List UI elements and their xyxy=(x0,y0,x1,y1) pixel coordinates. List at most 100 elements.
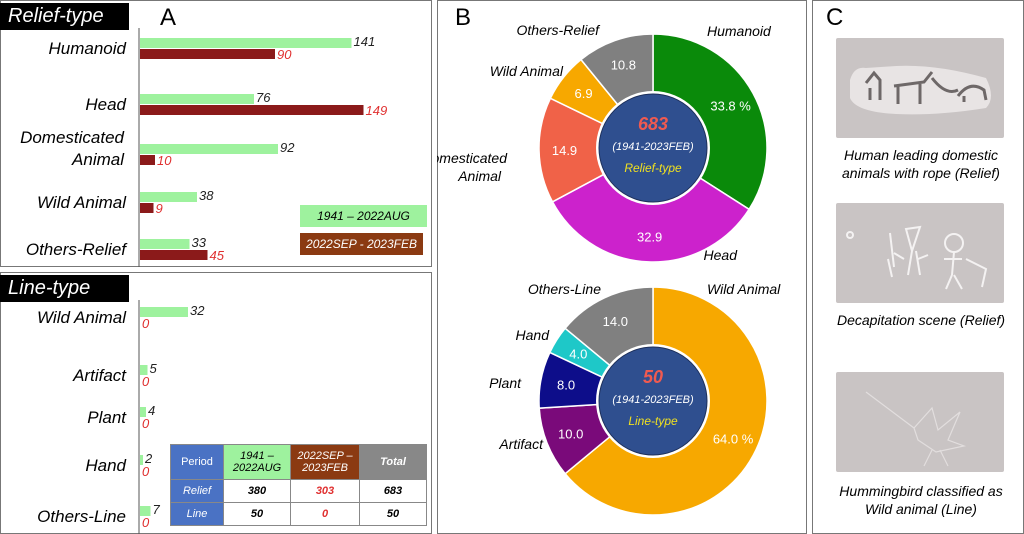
line-hand-label: Hand xyxy=(85,456,126,475)
line-others-line-value-1941-2022aug: 7 xyxy=(153,502,161,517)
line-center-total: 50 xyxy=(643,367,663,387)
relief-head-slice xyxy=(551,147,751,263)
relief-wild-animal-bar-2022sep-2023feb xyxy=(140,203,154,213)
relief-humanoid-ext-label: Humanoid xyxy=(707,23,772,39)
line-center-label: Line-type xyxy=(628,414,678,428)
line-wild-animal-value-1941-2022aug: 32 xyxy=(190,303,205,318)
line-others-line-label: Others-Line xyxy=(37,507,126,526)
relief-head-value-2022sep-2023feb: 149 xyxy=(366,103,388,118)
summary-header-row: Period 1941 – 2022AUG 2022SEP – 2023FEB … xyxy=(170,444,427,480)
line-plant-value-2022sep-2023feb: 0 xyxy=(142,416,150,431)
panel-c-letter: C xyxy=(826,4,844,31)
line-plant-ext-label: Plant xyxy=(489,375,522,391)
line-plant-label: Plant xyxy=(87,408,127,427)
summary-header-period: Period xyxy=(170,444,224,480)
line-others-line-bar-1941-2022aug xyxy=(140,506,151,516)
line-artifact-value-label: 10.0 xyxy=(558,427,583,442)
line-wild-animal-value-2022sep-2023feb: 0 xyxy=(142,316,150,331)
relief-head-bar-2022sep-2023feb xyxy=(140,105,364,115)
line-artifact-label: Artifact xyxy=(72,366,127,385)
line-type-header: Line-type xyxy=(0,275,129,302)
line-others-line-value-label: 14.0 xyxy=(603,314,628,329)
panel-b-letter: B xyxy=(455,4,472,31)
line-hand-bar-1941-2022aug xyxy=(140,455,143,465)
relief-wild-animal-label: Wild Animal xyxy=(37,193,127,212)
line-hand-value-2022sep-2023feb: 0 xyxy=(142,464,150,479)
relief-others-relief-value-label: 10.8 xyxy=(611,58,636,73)
line-hand-value-label: 4.0 xyxy=(569,347,587,362)
relief-humanoid-bar-2022sep-2023feb xyxy=(140,49,275,59)
summary-row-relief: Relief 380 303 683 xyxy=(170,479,427,503)
geoglyph-hummingbird-drawing xyxy=(865,391,967,467)
geoglyph-decapitation-drawing xyxy=(846,225,988,290)
line-artifact-ext-label: Artifact xyxy=(498,436,544,452)
relief-center-label: Relief-type xyxy=(624,161,682,175)
relief-humanoid-value-2022sep-2023feb: 90 xyxy=(277,47,292,62)
relief-wild-animal-ext-label: Wild Animal xyxy=(490,63,564,79)
relief-donut-center xyxy=(598,93,708,203)
relief-head-label: Head xyxy=(85,95,126,114)
caption-decapitation: Decapitation scene (Relief) xyxy=(836,312,1006,328)
relief-domesticated-animal-bar-2022sep-2023feb xyxy=(140,155,155,165)
relief-wild-animal-bar-1941-2022aug xyxy=(140,192,197,202)
summary-header-total: Total xyxy=(359,444,427,480)
summary-line-total: 50 xyxy=(359,502,427,526)
relief-others-relief-value-1941-2022aug: 33 xyxy=(192,235,207,250)
line-artifact-bar-1941-2022aug xyxy=(140,365,148,375)
photo-hummingbird xyxy=(836,372,1004,472)
relief-humanoid-value-1941-2022aug: 141 xyxy=(354,34,376,49)
relief-others-relief-bar-1941-2022aug xyxy=(140,239,190,249)
summary-line-v2: 0 xyxy=(290,502,360,526)
summary-header-period2: 2022SEP – 2023FEB xyxy=(290,444,360,480)
relief-domesticated-animal-value-2022sep-2023feb: 10 xyxy=(157,153,172,168)
line-donut-center xyxy=(598,346,708,456)
relief-others-relief-label: Others-Relief xyxy=(26,240,128,259)
relief-domesticated-animal-value-1941-2022aug: 92 xyxy=(280,140,295,155)
relief-domesticated-animal-label-line1: Domesticated xyxy=(20,128,124,147)
summary-relief-v1: 380 xyxy=(223,479,291,503)
photo-decapitation xyxy=(836,203,1004,303)
line-plant-bar-1941-2022aug xyxy=(140,407,146,417)
line-artifact-value-1941-2022aug: 5 xyxy=(150,361,158,376)
panel-a-letter: A xyxy=(160,4,177,31)
summary-relief-v2: 303 xyxy=(290,479,360,503)
summary-table: Period 1941 – 2022AUG 2022SEP – 2023FEB … xyxy=(170,444,427,526)
line-wild-animal-bar-1941-2022aug xyxy=(140,307,188,317)
relief-humanoid-bar-1941-2022aug xyxy=(140,38,352,48)
relief-domesticated-animal-label-line2: Animal xyxy=(71,150,125,169)
line-plant-value-1941-2022aug: 4 xyxy=(148,403,155,418)
caption-domestic-animals: Human leading domestic animals with rope… xyxy=(842,147,1000,181)
relief-domesticated-animal-bar-1941-2022aug xyxy=(140,144,278,154)
line-center-period: (1941-2023FEB) xyxy=(612,394,694,406)
relief-others-relief-value-2022sep-2023feb: 45 xyxy=(210,248,225,263)
relief-head-bar-1941-2022aug xyxy=(140,94,254,104)
relief-head-ext-label: Head xyxy=(704,247,739,263)
photo-domestic-animals xyxy=(836,38,1004,138)
relief-humanoid-label: Humanoid xyxy=(49,39,127,58)
summary-relief-label: Relief xyxy=(170,479,224,503)
relief-wild-animal-value-2022sep-2023feb: 9 xyxy=(156,201,163,216)
line-hand-value-1941-2022aug: 2 xyxy=(144,451,153,466)
line-others-line-ext-label: Others-Line xyxy=(528,281,601,297)
line-others-line-value-2022sep-2023feb: 0 xyxy=(142,515,150,530)
line-wild-animal-value-label: 64.0 % xyxy=(713,432,754,447)
relief-head-value-1941-2022aug: 76 xyxy=(256,90,271,105)
legend-series1: 1941 – 2022AUG xyxy=(300,205,427,227)
legend-series2: 2022SEP - 2023FEB xyxy=(300,233,423,255)
summary-line-label: Line xyxy=(170,502,224,526)
relief-others-relief-bar-2022sep-2023feb xyxy=(140,250,208,260)
line-artifact-value-2022sep-2023feb: 0 xyxy=(142,374,150,389)
relief-center-period: (1941-2023FEB) xyxy=(612,141,694,153)
relief-domesticated-animal-ext-label-line2: Animal xyxy=(457,168,502,184)
line-wild-animal-label: Wild Animal xyxy=(37,308,127,327)
summary-relief-total: 683 xyxy=(359,479,427,503)
relief-others-relief-ext-label: Others-Relief xyxy=(517,22,602,38)
summary-row-line: Line 50 0 50 xyxy=(170,502,427,526)
relief-head-value-label: 32.9 xyxy=(637,229,662,244)
geoglyph-animals-drawing xyxy=(850,65,991,115)
line-plant-value-label: 8.0 xyxy=(557,377,575,392)
relief-wild-animal-value-label: 6.9 xyxy=(575,86,593,101)
relief-wild-animal-value-1941-2022aug: 38 xyxy=(199,188,214,203)
summary-line-v1: 50 xyxy=(223,502,291,526)
